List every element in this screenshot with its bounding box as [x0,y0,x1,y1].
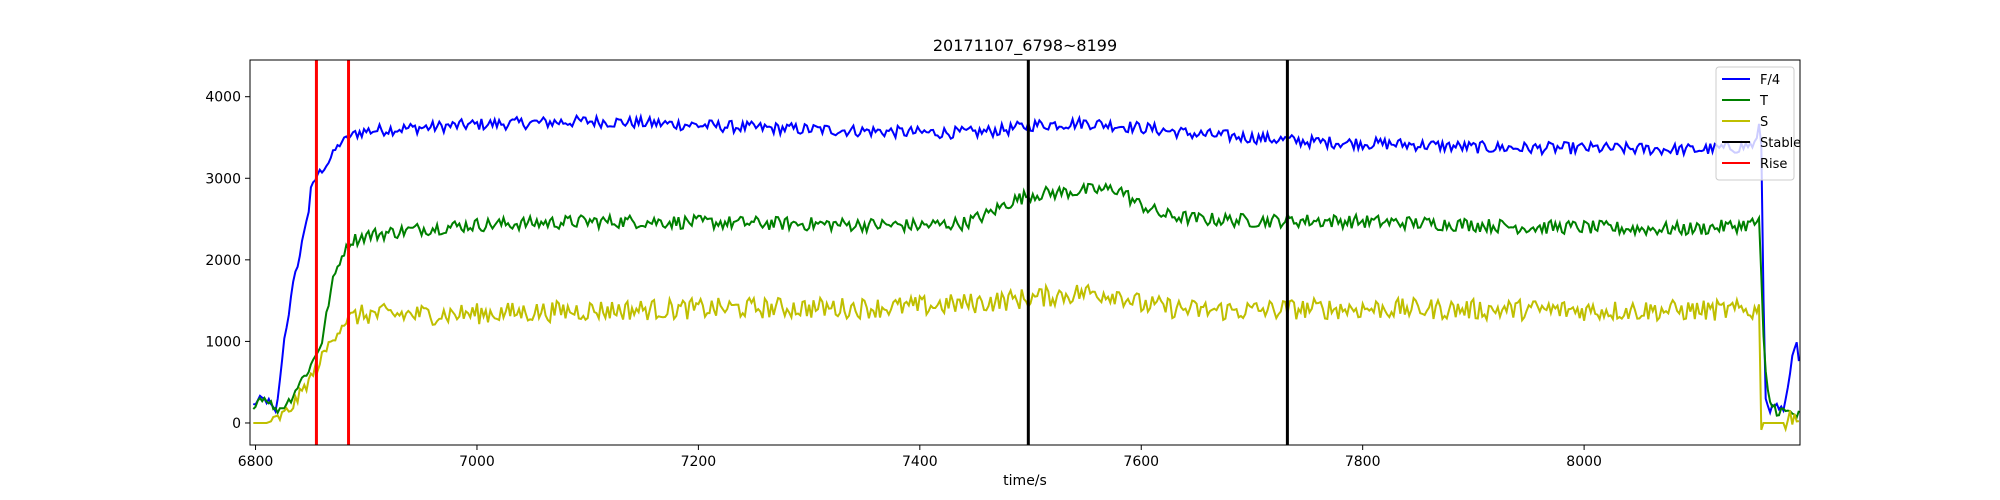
x-axis: 6800 7000 7200 7400 7600 7800 8000 [238,445,1602,470]
y-tick-label: 4000 [205,90,241,106]
x-tick-label: 7200 [681,454,717,470]
series-line-f4 [252,112,1800,416]
vertical-marker-layer [314,60,1289,445]
x-tick-label: 7600 [1123,454,1159,470]
legend-label: T [1759,94,1768,109]
y-tick-label: 1000 [205,334,241,350]
y-tick-label: 3000 [205,171,241,187]
legend-label: Rise [1760,157,1787,172]
x-tick-label: 6800 [238,454,274,470]
series-layer [252,112,1800,433]
x-tick-label: 7000 [459,454,495,470]
legend-label: Stable [1760,136,1801,151]
x-tick-label: 7400 [902,454,938,470]
series-line-s [253,282,1800,433]
legend-label: F/4 [1760,73,1780,88]
plot-frame [249,59,1801,446]
x-axis-label: time/s [1003,473,1047,489]
y-axis: 0 1000 2000 3000 4000 [205,90,250,432]
series-line-t [252,181,1800,420]
legend-box [1715,66,1795,181]
x-tick-label: 7800 [1345,454,1381,470]
legend: F/4 TS Stable Rise [1715,66,1801,181]
legend-label: S [1760,115,1768,130]
y-tick-label: 0 [232,416,241,432]
x-tick-label: 8000 [1566,454,1602,470]
y-tick-label: 2000 [205,253,241,269]
chart-title: 20171107_6798~8199 [933,36,1117,56]
